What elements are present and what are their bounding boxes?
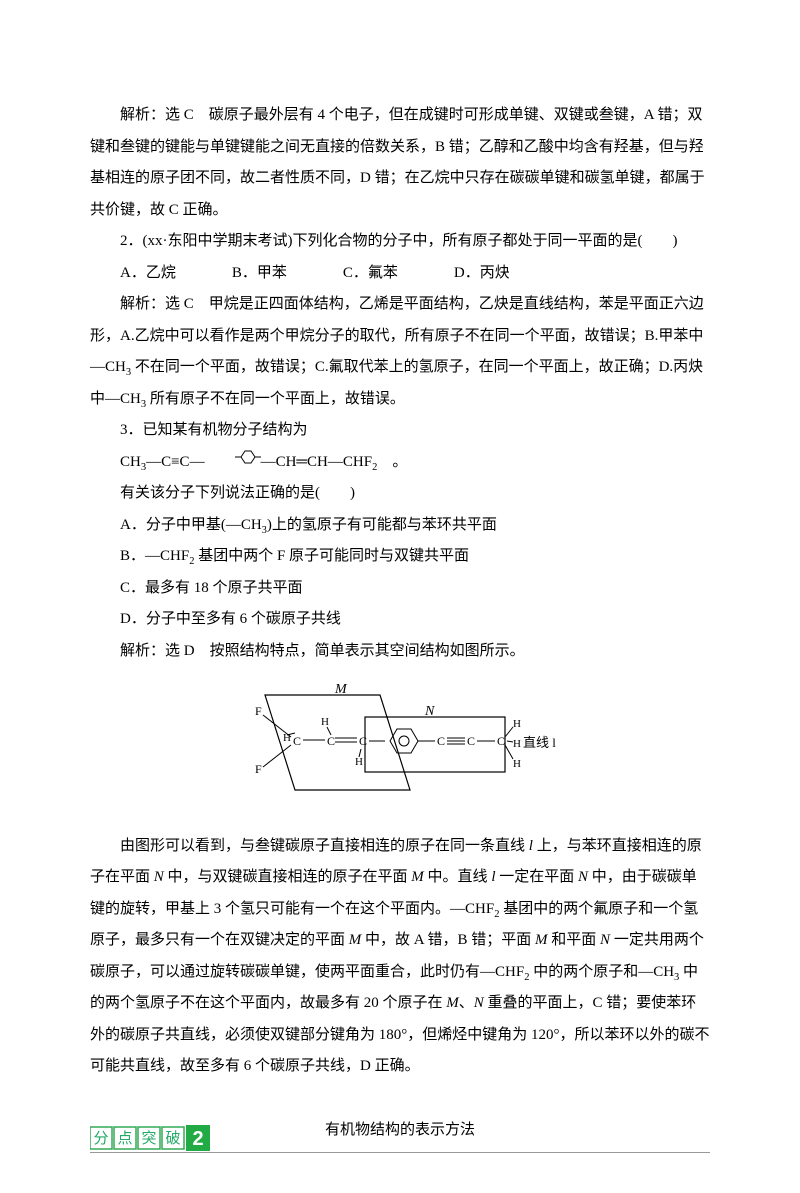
question-2: 2．(xx·东阳中学期末考试)下列化合物的分子中，所有原子都处于同一平面的是( … — [90, 226, 710, 258]
option-3c: C．最多有 18 个原子共平面 — [90, 573, 710, 605]
option-b: B．甲苯 — [232, 258, 287, 290]
section-header: 分 点 突 破 2 有机物结构的表示方法 — [90, 1113, 710, 1153]
option-3b: B．—CHF2 基团中两个 F 原子可能同时与双键共平面 — [90, 541, 710, 573]
question-3-prompt: 有关该分子下列说法正确的是( ) — [90, 478, 710, 510]
option-c: C．氟苯 — [343, 258, 398, 290]
analysis-2: 解析：选 C 甲烷是正四面体结构，乙烯是平面结构，乙炔是直线结构，苯是平面正六边… — [90, 289, 710, 415]
option-d: D．丙炔 — [454, 258, 510, 290]
analysis-3-intro: 解析：选 D 按照结构特点，简单表示其空间结构如图所示。 — [90, 636, 710, 668]
svg-text:F: F — [255, 704, 262, 718]
svg-text:H: H — [513, 718, 521, 730]
svg-text:C: C — [497, 734, 505, 748]
document-page: 解析：选 C 碳原子最外层有 4 个电子，但在成键时可形成单键、双键或叁键，A … — [0, 0, 800, 1193]
svg-text:N: N — [424, 704, 435, 719]
analysis-3-body: 由图形可以看到，与叁键碳原子直接相连的原子在同一条直线 l 上，与苯环直接相连的… — [90, 831, 710, 1083]
option-3d: D．分子中至多有 6 个碳原子共线 — [90, 604, 710, 636]
svg-text:F: F — [255, 762, 262, 776]
analysis-1: 解析：选 C 碳原子最外层有 4 个电子，但在成键时可形成单键、双键或叁键，A … — [90, 100, 710, 226]
benzene-ring-icon — [205, 445, 261, 477]
option-3a: A．分子中甲基(—CH3)上的氢原子有可能都与苯环共平面 — [90, 510, 710, 542]
option-a: A．乙烷 — [120, 258, 176, 290]
svg-text:H: H — [321, 716, 329, 728]
svg-text:C: C — [359, 734, 367, 748]
svg-text:直线 l: 直线 l — [523, 735, 556, 750]
svg-text:C: C — [293, 734, 301, 748]
svg-text:H: H — [355, 756, 363, 768]
chemical-formula: CH3—C≡C——CH═CH—CHF2 。 — [90, 447, 710, 479]
question-2-options: A．乙烷 B．甲苯 C．氟苯 D．丙炔 — [120, 258, 710, 290]
question-3: 3．已知某有机物分子结构为 — [90, 415, 710, 447]
svg-text:H: H — [513, 738, 521, 750]
svg-text:C: C — [467, 734, 475, 748]
section-divider — [90, 1152, 710, 1153]
structure-diagram: M N F F C H C H C H — [90, 675, 710, 823]
section-title: 有机物结构的表示方法 — [90, 1115, 710, 1147]
svg-text:C: C — [327, 734, 335, 748]
svg-text:H: H — [513, 758, 521, 770]
svg-text:C: C — [437, 734, 445, 748]
svg-text:M: M — [334, 682, 348, 697]
